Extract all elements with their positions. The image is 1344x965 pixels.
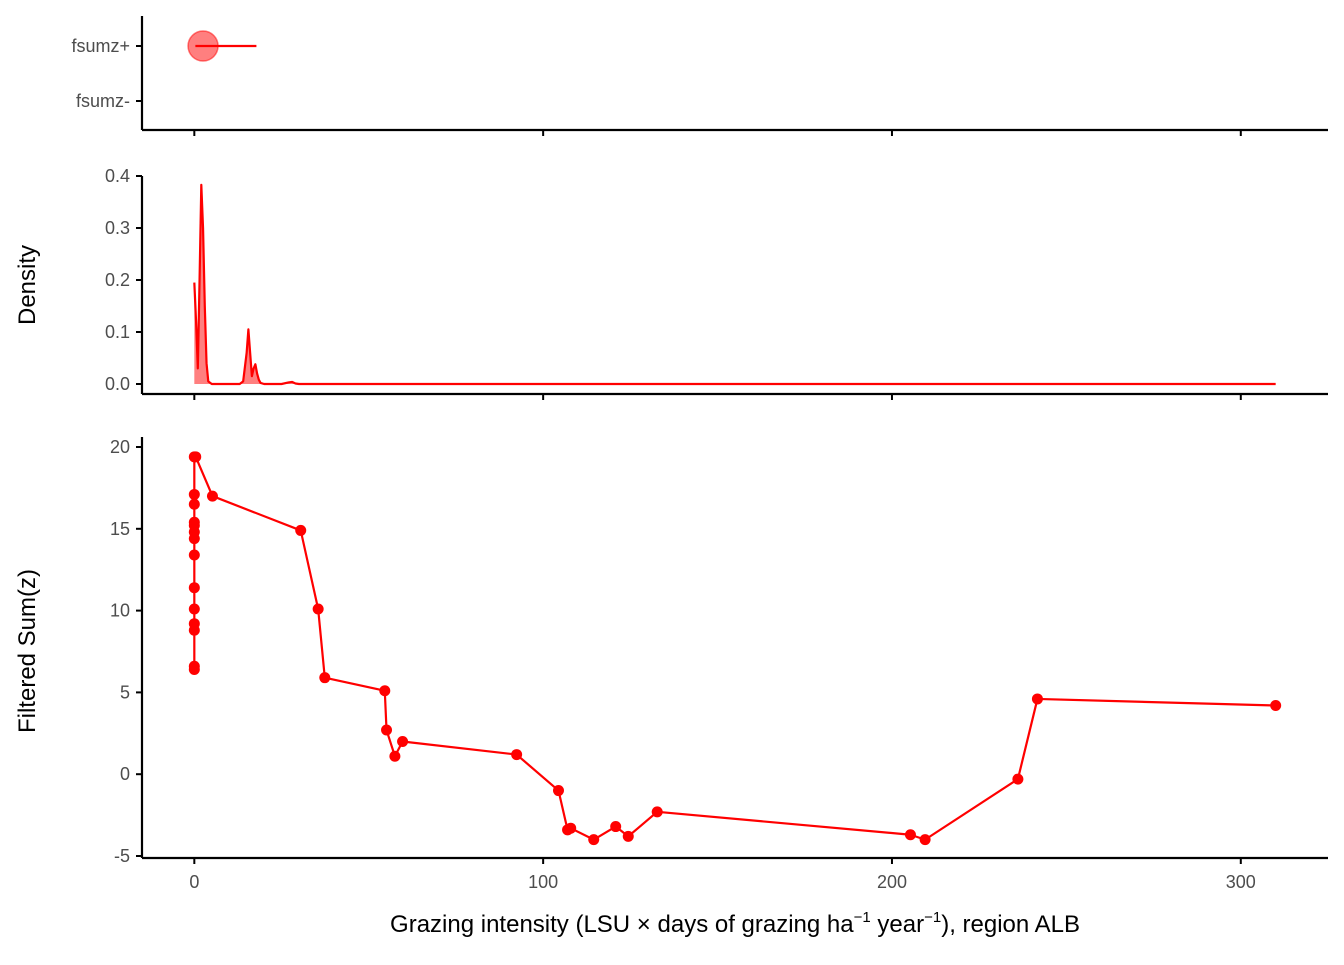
main-series-line — [193, 455, 1276, 841]
density-line — [193, 183, 1276, 386]
main-data-point — [511, 749, 523, 761]
x-axis-title-superscript: −1 — [924, 909, 941, 926]
main-data-point — [1270, 699, 1282, 711]
density-y-tick-label: 0.0 — [105, 374, 130, 394]
x-axis-title-part: year — [871, 911, 924, 938]
main-data-point — [565, 822, 577, 834]
main-data-point — [319, 672, 331, 684]
main-data-point — [188, 516, 200, 528]
x-axis-title-part: ), region ALB — [941, 911, 1080, 938]
density-y-tick-label: 0.1 — [105, 322, 130, 342]
threshold-category-label: fsumz- — [76, 91, 130, 111]
density-y-tick-label: 0.3 — [105, 218, 130, 238]
main-x-axis-title: Grazing intensity (LSU × days of grazing… — [390, 909, 1080, 938]
main-data-point — [188, 603, 200, 615]
main-x-tick-label: 0 — [189, 872, 199, 892]
density-area — [194, 184, 1276, 384]
main-data-point — [552, 785, 564, 797]
main-data-point — [188, 660, 200, 672]
main-data-point — [295, 524, 307, 536]
x-axis-title-part: Grazing intensity (LSU × days of grazing… — [390, 911, 854, 938]
main-data-point — [312, 603, 324, 615]
main-data-point — [188, 549, 200, 561]
main-data-point — [389, 750, 401, 762]
main-x-tick-label: 200 — [877, 872, 907, 892]
main-y-axis-title: Filtered Sum(z) — [14, 569, 41, 733]
main-y-tick-label: -5 — [114, 846, 130, 866]
main-x-tick-label: 100 — [528, 872, 558, 892]
main-data-point — [188, 488, 200, 500]
main-data-point — [651, 806, 663, 818]
density-panel: 0.0 0.1 0.2 0.3 0.4 Density — [14, 166, 1328, 400]
main-y-tick-label: 0 — [120, 764, 130, 784]
main-data-point — [379, 685, 391, 697]
main-data-point — [610, 821, 622, 833]
main-data-point — [206, 490, 218, 502]
main-data-point — [381, 724, 393, 736]
main-data-point — [188, 582, 200, 594]
main-data-point — [588, 834, 600, 846]
main-data-point — [1012, 773, 1024, 785]
density-y-tick-label: 0.4 — [105, 166, 130, 186]
main-data-point — [1031, 693, 1043, 705]
threshold-panel: fsumz+ fsumz- — [71, 16, 1328, 136]
main-y-tick-label: 15 — [110, 519, 130, 539]
main-data-point — [622, 830, 634, 842]
main-data-point — [190, 451, 202, 463]
main-data-point — [904, 829, 916, 841]
main-data-point — [188, 618, 200, 630]
threshold-category-label: fsumz+ — [71, 36, 130, 56]
main-data-point — [188, 498, 200, 510]
density-y-axis-title: Density — [14, 245, 41, 325]
main-y-tick-label: 20 — [110, 437, 130, 457]
main-y-tick-label: 10 — [110, 601, 130, 621]
main-x-tick-label: 300 — [1226, 872, 1256, 892]
threshold-point — [187, 30, 219, 62]
main-y-tick-label: 5 — [120, 682, 130, 702]
main-data-point — [397, 735, 409, 747]
density-y-tick-label: 0.2 — [105, 270, 130, 290]
main-data-point — [919, 834, 931, 846]
x-axis-title-superscript: −1 — [854, 909, 871, 926]
